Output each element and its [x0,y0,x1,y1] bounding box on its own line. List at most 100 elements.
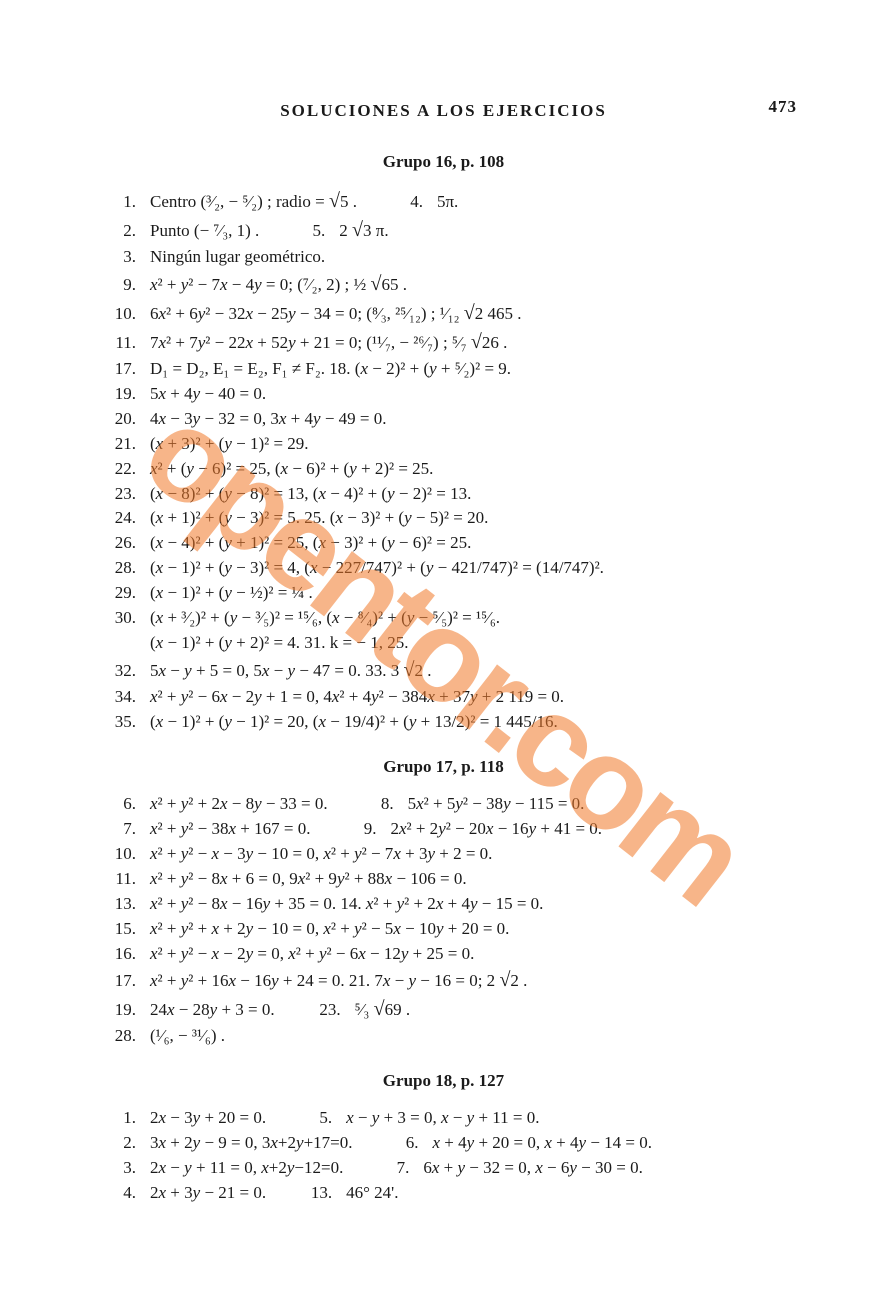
item-number: 7. [100,818,136,841]
item-number: 2. [100,1132,136,1155]
solution-line: 6. x² + y² + 2x − 8y − 33 = 0. 8. 5x² + 5y²… [100,793,787,816]
item-number: 13. [100,893,136,916]
solution-line: 11. 7x² + 7y² − 22x + 52y + 21 = 0; (¹¹⁄₇… [100,329,787,356]
group-18: Grupo 18, p. 127 1.2x − 3y + 20 = 0.5.x … [100,1070,787,1205]
item-text: 5x² + 5y² − 38y − 115 = 0. [408,793,585,816]
item-text: 46° 24'. [346,1182,398,1205]
item-number: 28. [100,1025,136,1048]
group-lines: 1.Centro (³⁄₂, − ⁵⁄₂) ; radio = √5 .4.5π… [100,188,787,734]
item-number: 19. [100,383,136,406]
solution-line: 4. 2x + 3y − 21 = 0. 13. 46° 24'. [100,1182,787,1205]
item-number: 1. [100,191,136,214]
item-number: 11. [100,868,136,891]
item-number: 22. [100,458,136,481]
item-text: (x − 8)² + (y − 8)² = 13, (x − 4)² + (y … [150,483,471,506]
item-text: Centro (³⁄₂, − ⁵⁄₂) ; radio = √5 . [150,188,357,215]
solution-line: 22. x² + (y − 6)² = 25, (x − 6)² + (y + 2… [100,458,787,481]
item-text: Ningún lugar geométrico. [150,246,325,269]
solution-line: 10. 6x² + 6y² − 32x − 25y − 34 = 0; (⁸⁄₃,… [100,300,787,327]
item-number: 5. [289,220,325,243]
group-heading: Grupo 18, p. 127 [100,1070,787,1093]
item-text: 3x + 2y − 9 = 0, 3x+2y+17=0. [150,1132,353,1155]
item-text: ⁵⁄₃ √69 . [355,996,410,1023]
item-number: 20. [100,408,136,431]
item-text: 2 √3 π. [339,217,388,244]
item-text: x² + y² − 38x + 167 = 0. [150,818,310,841]
solution-line: 13.x² + y² − 8x − 16y + 35 = 0. 14. x² +… [100,893,787,916]
solution-line: 28. (¹⁄₆, − ³¹⁄₆) . [100,1025,787,1048]
solution-line: 19. 24x − 28y + 3 = 0. 23. ⁵⁄₃ √69 . [100,996,787,1023]
page-number: 473 [769,96,798,119]
solution-line: 20.4x − 3y − 32 = 0, 3x + 4y − 49 = 0. [100,408,787,431]
solution-line: 17. x² + y² + 16x − 16y + 24 = 0. 21. 7x … [100,967,787,994]
item-number: 13. [296,1182,332,1205]
item-text: 24x − 28y + 3 = 0. [150,999,275,1022]
item-number: 15. [100,918,136,941]
item-number: 35. [100,711,136,734]
item-text: x² + y² − x − 3y − 10 = 0, x² + y² − 7x … [150,843,492,866]
item-text: x + 4y + 20 = 0, x + 4y − 14 = 0. [433,1132,653,1155]
item-number: 21. [100,433,136,456]
item-text: (x − 1)² + (y − ½)² = ¼ . [150,582,313,605]
item-number: 24. [100,507,136,530]
solution-line: 23. (x − 8)² + (y − 8)² = 13, (x − 4)² + … [100,483,787,506]
item-text: 5x − y + 5 = 0, 5x − y − 47 = 0. 33. 3 √… [150,657,431,684]
item-text: 2x − y + 11 = 0, x+2y−12=0. [150,1157,343,1180]
item-number: 17. [100,970,136,993]
item-text: (x + 3)² + (y − 1)² = 29. [150,433,309,456]
solution-line: 10.x² + y² − x − 3y − 10 = 0, x² + y² − … [100,843,787,866]
item-text: 2x + 3y − 21 = 0. [150,1182,266,1205]
item-text: D₁ = D₂, E₁ = E₂, F₁ ≠ F₂. 18. (x − 2)² … [150,358,511,381]
item-number: 8. [358,793,394,816]
item-number: 2. [100,220,136,243]
item-text: (x + 1)² + (y − 3)² = 5. 25. (x − 3)² + … [150,507,488,530]
item-text: x² + y² + 16x − 16y + 24 = 0. 21. 7x − y… [150,967,527,994]
item-text: 2x − 3y + 20 = 0. [150,1107,266,1130]
item-number: 9. [100,274,136,297]
item-text: x² + (y − 6)² = 25, (x − 6)² + (y + 2)² … [150,458,433,481]
item-number: 4. [100,1182,136,1205]
item-text: x² + y² − 6x − 2y + 1 = 0, 4x² + 4y² − 3… [150,686,564,709]
item-number: 9. [340,818,376,841]
item-number: 11. [100,332,136,355]
item-text: 7x² + 7y² − 22x + 52y + 21 = 0; (¹¹⁄₇, −… [150,329,507,356]
item-number: 32. [100,660,136,683]
item-text: x² + y² − 8x + 6 = 0, 9x² + 9y² + 88x − … [150,868,467,891]
item-text: x² + y² − x − 2y = 0, x² + y² − 6x − 12y… [150,943,474,966]
solution-line: 3.Ningún lugar geométrico. [100,246,787,269]
solution-line: 7.x² + y² − 38x + 167 = 0.9.2x² + 2y² − … [100,818,787,841]
item-text: 6x² + 6y² − 32x − 25y − 34 = 0; (⁸⁄₃, ²⁵… [150,300,522,327]
solution-line: 11. x² + y² − 8x + 6 = 0, 9x² + 9y² + 88x… [100,868,787,891]
item-number: 23. [305,999,341,1022]
solution-line: 2. Punto (− ⁷⁄₃, 1) . 5. 2 √3 π. [100,217,787,244]
page-header: SOLUCIONES A LOS EJERCICIOS 473 [100,100,787,123]
item-number: 10. [100,303,136,326]
item-text: (x − 4)² + (y + 1)² = 25, (x − 3)² + (y … [150,532,471,555]
item-text: (x − 1)² + (y + 2)² = 4. 31. k = − 1, 25… [150,632,408,655]
item-number: 19. [100,999,136,1022]
solution-line: 1.2x − 3y + 20 = 0.5.x − y + 3 = 0, x − … [100,1107,787,1130]
item-number: 30. [100,607,136,630]
item-text: 6x + y − 32 = 0, x − 6y − 30 = 0. [423,1157,643,1180]
item-text: (x − 1)² + (y − 1)² = 20, (x − 19/4)² + … [150,711,558,734]
item-text: x² + y² − 7x − 4y = 0; (⁷⁄₂, 2) ; ½ √65 … [150,271,407,298]
solution-line: 21. (x + 3)² + (y − 1)² = 29. [100,433,787,456]
item-number: 6. [100,793,136,816]
item-number: 28. [100,557,136,580]
group-17: Grupo 17, p. 118 6.x² + y² + 2x − 8y − 3… [100,756,787,1048]
item-text: (x − 1)² + (y − 3)² = 4, (x − 227/747)² … [150,557,604,580]
item-text: Punto (− ⁷⁄₃, 1) . [150,220,259,243]
item-number: 26. [100,532,136,555]
item-text: x² + y² + 2x − 8y − 33 = 0. [150,793,328,816]
solution-line: 17.D₁ = D₂, E₁ = E₂, F₁ ≠ F₂. 18. (x − 2… [100,358,787,381]
item-text: (¹⁄₆, − ³¹⁄₆) . [150,1025,225,1048]
item-text: (x + ³⁄₂)² + (y − ³⁄₅)² = ¹⁵⁄₆, (x − ⁸⁄₄… [150,607,500,630]
solution-line: 32. 5x − y + 5 = 0, 5x − y − 47 = 0. 33. … [100,657,787,684]
group-16: Grupo 16, p. 108 1.Centro (³⁄₂, − ⁵⁄₂) ;… [100,151,787,734]
page-content: SOLUCIONES A LOS EJERCICIOS 473 Grupo 16… [0,0,887,1267]
item-number: 23. [100,483,136,506]
solution-line: 9. x² + y² − 7x − 4y = 0; (⁷⁄₂, 2) ; ½ √6… [100,271,787,298]
solution-line: 24. (x + 1)² + (y − 3)² = 5. 25. (x − 3)²… [100,507,787,530]
item-number: 1. [100,1107,136,1130]
item-text: x − y + 3 = 0, x − y + 11 = 0. [346,1107,539,1130]
